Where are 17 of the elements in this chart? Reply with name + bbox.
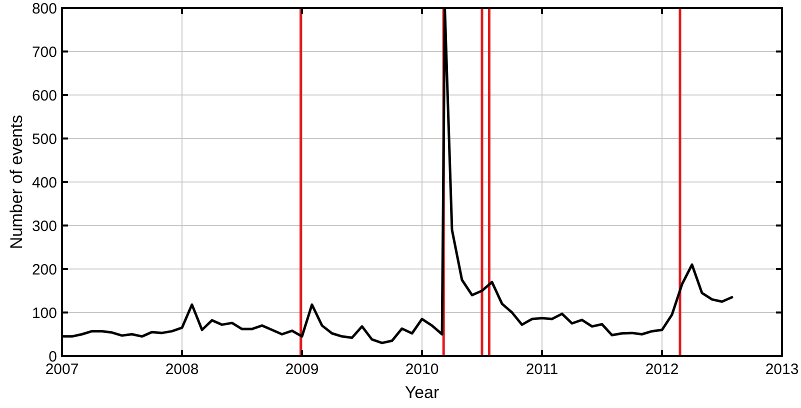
x-tick-label: 2012 [645, 361, 679, 378]
x-tick-label: 2013 [765, 361, 799, 378]
y-tick-label: 100 [32, 304, 57, 322]
x-tick-label: 2010 [405, 361, 439, 378]
y-tick-label: 700 [32, 44, 57, 61]
x-tick-label: 2007 [45, 361, 79, 378]
y-tick-label: 200 [32, 261, 57, 278]
x-axis-title: Year [404, 383, 440, 402]
y-tick-label: 300 [32, 218, 57, 235]
y-tick-label: 400 [32, 174, 57, 192]
y-tick-label: 600 [32, 87, 57, 104]
y-tick-label: 800 [32, 0, 57, 18]
y-tick-label: 500 [32, 130, 57, 148]
x-tick-label: 2009 [285, 361, 319, 378]
y-axis-title: Number of events [7, 114, 26, 250]
x-tick-label: 2008 [165, 361, 199, 378]
x-tick-label: 2011 [526, 361, 558, 378]
